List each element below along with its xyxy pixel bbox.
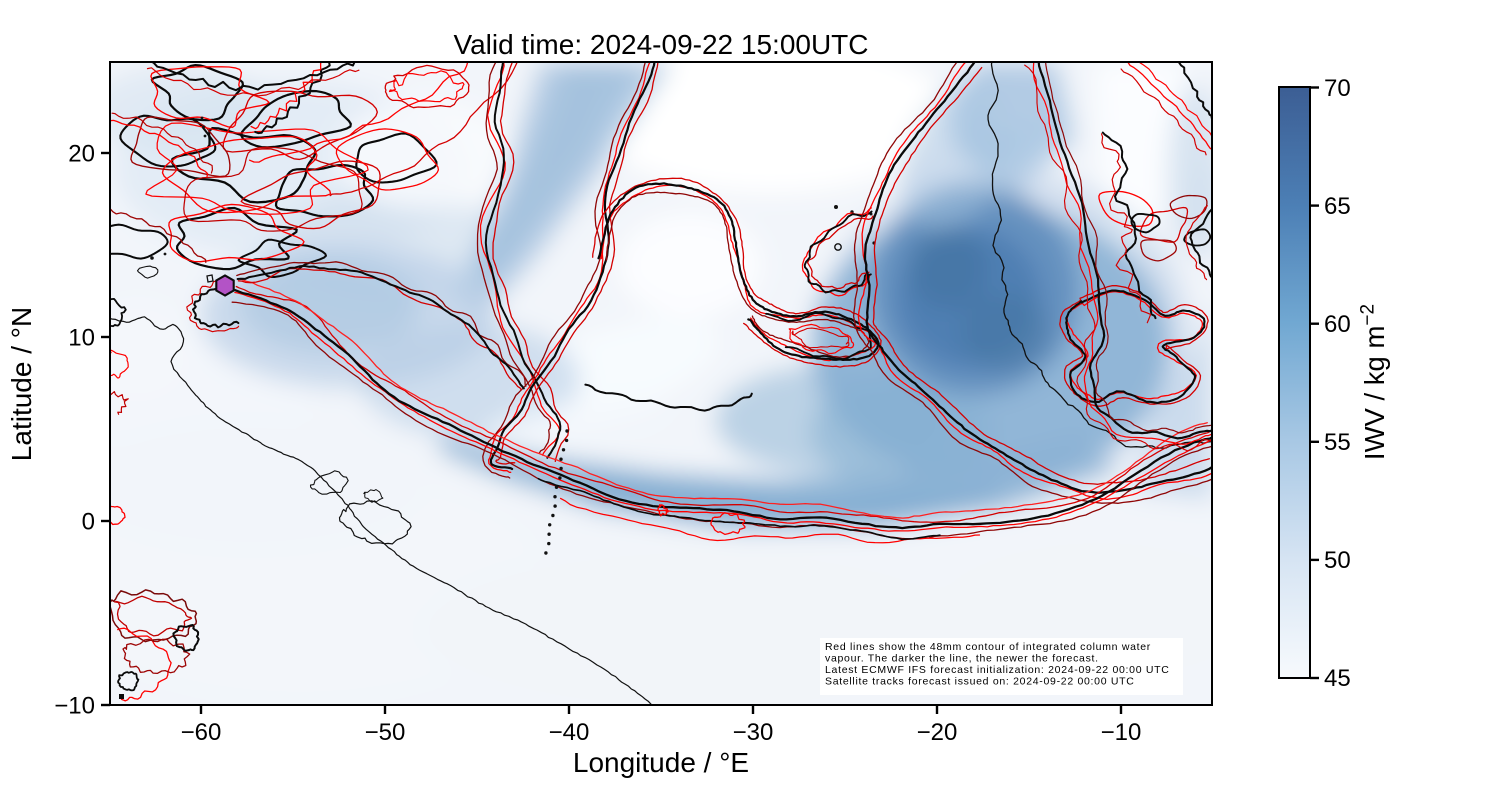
svg-text:−60: −60 <box>181 719 222 746</box>
svg-text:10: 10 <box>68 325 95 352</box>
svg-text:Latest ECMWF IFS forecast init: Latest ECMWF IFS forecast initialization… <box>825 664 1170 676</box>
svg-text:−10: −10 <box>54 693 95 720</box>
svg-text:0: 0 <box>82 509 95 536</box>
svg-text:Latitude / °N: Latitude / °N <box>6 307 37 461</box>
svg-text:vapour. The darker the line, t: vapour. The darker the line, the newer t… <box>825 653 1099 665</box>
svg-text:50: 50 <box>1324 547 1351 574</box>
svg-text:20: 20 <box>68 141 95 168</box>
svg-text:−40: −40 <box>549 719 590 746</box>
svg-text:−30: −30 <box>733 719 774 746</box>
svg-text:55: 55 <box>1324 429 1351 456</box>
svg-text:65: 65 <box>1324 193 1351 220</box>
svg-text:60: 60 <box>1324 311 1351 338</box>
svg-text:−50: −50 <box>365 719 406 746</box>
svg-text:Longitude / °E: Longitude / °E <box>573 747 749 778</box>
svg-text:Satellite tracks forecast issu: Satellite tracks forecast issued on: 202… <box>825 676 1135 688</box>
svg-text:Valid time: 2024-09-22 15:00UT: Valid time: 2024-09-22 15:00UTC <box>453 29 868 60</box>
svg-text:70: 70 <box>1324 75 1351 102</box>
svg-text:45: 45 <box>1324 665 1351 692</box>
svg-text:−20: −20 <box>917 719 958 746</box>
svg-text:IWV / kg m−2: IWV / kg m−2 <box>1358 304 1391 460</box>
svg-text:Red lines show the 48mm contou: Red lines show the 48mm contour of integ… <box>825 641 1151 653</box>
svg-text:−10: −10 <box>1101 719 1142 746</box>
